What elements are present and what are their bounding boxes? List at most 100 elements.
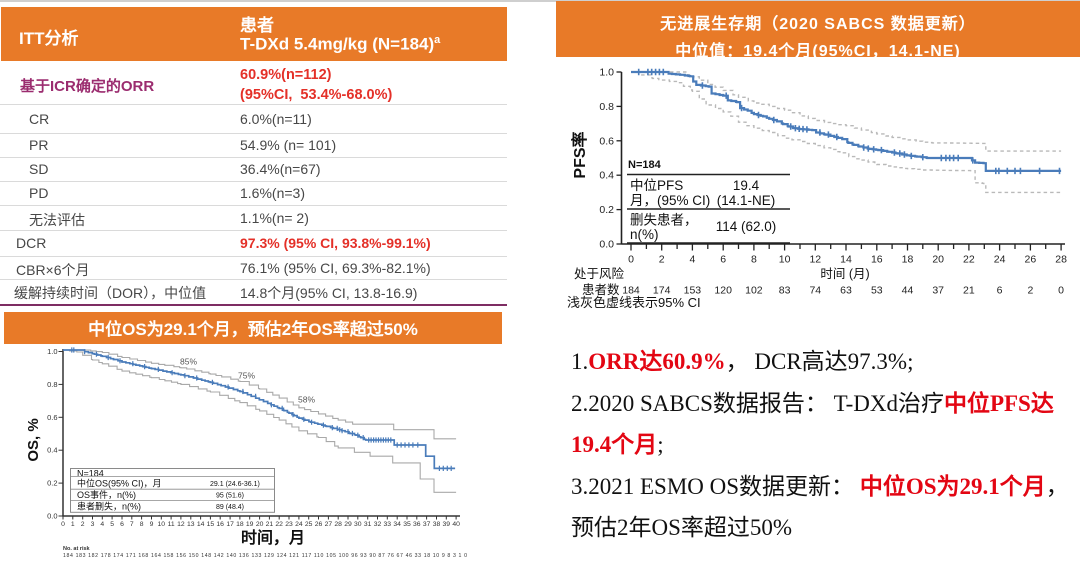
svg-text:浅灰色虚线表示95% CI: 浅灰色虚线表示95% CI <box>567 295 701 310</box>
svg-text:1.0: 1.0 <box>47 347 57 356</box>
svg-text:0.0: 0.0 <box>47 512 57 521</box>
svg-text:14: 14 <box>197 521 205 528</box>
svg-text:(14.1-NE): (14.1-NE) <box>717 193 776 208</box>
svg-text:22: 22 <box>963 254 975 266</box>
svg-text:16: 16 <box>216 521 224 528</box>
svg-text:6: 6 <box>120 521 124 528</box>
svg-text:13: 13 <box>187 521 195 528</box>
svg-text:21: 21 <box>963 285 975 297</box>
svg-text:2: 2 <box>1027 285 1033 297</box>
svg-text:0.8: 0.8 <box>599 101 614 113</box>
svg-text:患者数: 患者数 <box>582 282 620 297</box>
svg-text:53: 53 <box>871 285 883 297</box>
svg-text:39: 39 <box>443 521 451 528</box>
svg-text:37: 37 <box>423 521 431 528</box>
svg-text:0: 0 <box>628 254 634 266</box>
svg-text:58%: 58% <box>298 395 315 405</box>
svg-text:74: 74 <box>809 285 821 297</box>
svg-text:89 (48.4): 89 (48.4) <box>216 504 244 511</box>
svg-text:删失患者，: 删失患者， <box>630 213 698 228</box>
svg-text:35: 35 <box>403 521 411 528</box>
svg-text:0.4: 0.4 <box>47 446 57 455</box>
svg-text:174: 174 <box>653 285 671 297</box>
svg-text:34: 34 <box>393 521 401 528</box>
svg-text:0.2: 0.2 <box>599 204 614 216</box>
svg-text:25: 25 <box>305 521 313 528</box>
svg-text:28: 28 <box>334 521 342 528</box>
svg-text:26: 26 <box>1025 254 1037 266</box>
svg-text:OS, %: OS, % <box>25 418 42 461</box>
svg-text:27: 27 <box>325 521 333 528</box>
svg-text:18: 18 <box>236 521 244 528</box>
svg-text:OS事件，n(%): OS事件，n(%) <box>77 489 136 500</box>
svg-text:时间 (月): 时间 (月) <box>820 267 869 281</box>
svg-text:10: 10 <box>779 254 791 266</box>
svg-text:153: 153 <box>684 285 702 297</box>
svg-text:19.4: 19.4 <box>733 178 760 193</box>
svg-text:184 183 182 178 174 171 168 16: 184 183 182 178 174 171 168 164 158 156 … <box>63 553 467 559</box>
svg-text:1: 1 <box>71 521 75 528</box>
svg-text:63: 63 <box>840 285 852 297</box>
svg-text:17: 17 <box>226 521 234 528</box>
svg-text:114 (62.0): 114 (62.0) <box>716 219 777 234</box>
svg-text:0: 0 <box>1058 285 1064 297</box>
svg-text:83: 83 <box>779 285 791 297</box>
svg-text:29.1 (24.6-36.1): 29.1 (24.6-36.1) <box>210 481 260 488</box>
svg-text:37: 37 <box>932 285 944 297</box>
svg-text:19: 19 <box>246 521 254 528</box>
svg-text:38: 38 <box>433 521 441 528</box>
svg-text:16: 16 <box>871 254 883 266</box>
svg-text:29: 29 <box>344 521 352 528</box>
svg-text:PFS率: PFS率 <box>570 131 589 178</box>
svg-text:N=184: N=184 <box>628 159 662 171</box>
svg-text:2: 2 <box>81 521 85 528</box>
svg-text:75%: 75% <box>238 371 255 381</box>
svg-text:15: 15 <box>207 521 215 528</box>
svg-text:9: 9 <box>150 521 154 528</box>
svg-text:85%: 85% <box>180 357 197 367</box>
svg-text:23: 23 <box>285 521 293 528</box>
svg-text:1.0: 1.0 <box>599 67 614 79</box>
svg-text:20: 20 <box>932 254 944 266</box>
svg-text:4: 4 <box>100 521 104 528</box>
svg-text:12: 12 <box>177 521 185 528</box>
svg-text:处于风险: 处于风险 <box>574 266 625 281</box>
svg-text:7: 7 <box>130 521 134 528</box>
svg-text:18: 18 <box>902 254 914 266</box>
svg-text:月，(95% CI): 月，(95% CI) <box>630 193 710 208</box>
svg-text:0.4: 0.4 <box>599 170 614 182</box>
svg-text:102: 102 <box>745 285 763 297</box>
svg-text:6: 6 <box>997 285 1003 297</box>
svg-text:120: 120 <box>714 285 732 297</box>
svg-text:24: 24 <box>994 254 1006 266</box>
svg-text:2: 2 <box>659 254 665 266</box>
svg-text:0.2: 0.2 <box>47 479 57 488</box>
svg-text:11: 11 <box>168 521 175 528</box>
svg-text:44: 44 <box>902 285 914 297</box>
svg-text:6: 6 <box>720 254 726 266</box>
svg-text:10: 10 <box>158 521 166 528</box>
svg-text:3: 3 <box>91 521 95 528</box>
svg-text:26: 26 <box>315 521 323 528</box>
svg-text:14: 14 <box>840 254 852 266</box>
svg-text:24: 24 <box>295 521 303 528</box>
svg-text:33: 33 <box>384 521 392 528</box>
svg-text:5: 5 <box>110 521 114 528</box>
svg-text:0.8: 0.8 <box>47 380 57 389</box>
svg-text:N=184: N=184 <box>77 468 104 478</box>
svg-text:36: 36 <box>413 521 421 528</box>
svg-text:中位OS(95% CI)，月: 中位OS(95% CI)，月 <box>77 477 162 488</box>
svg-text:20: 20 <box>256 521 264 528</box>
svg-text:30: 30 <box>354 521 362 528</box>
svg-text:184: 184 <box>622 285 640 297</box>
svg-text:8: 8 <box>751 254 757 266</box>
svg-text:4: 4 <box>689 254 695 266</box>
svg-text:0.6: 0.6 <box>599 135 614 147</box>
svg-text:40: 40 <box>452 521 460 528</box>
svg-text:No. at risk: No. at risk <box>63 546 91 552</box>
svg-text:21: 21 <box>266 521 274 528</box>
svg-text:患者删失，n(%): 患者删失，n(%) <box>77 501 141 512</box>
svg-text:28: 28 <box>1055 254 1067 266</box>
svg-text:时间，月: 时间，月 <box>241 528 305 547</box>
svg-text:0.6: 0.6 <box>47 413 57 422</box>
